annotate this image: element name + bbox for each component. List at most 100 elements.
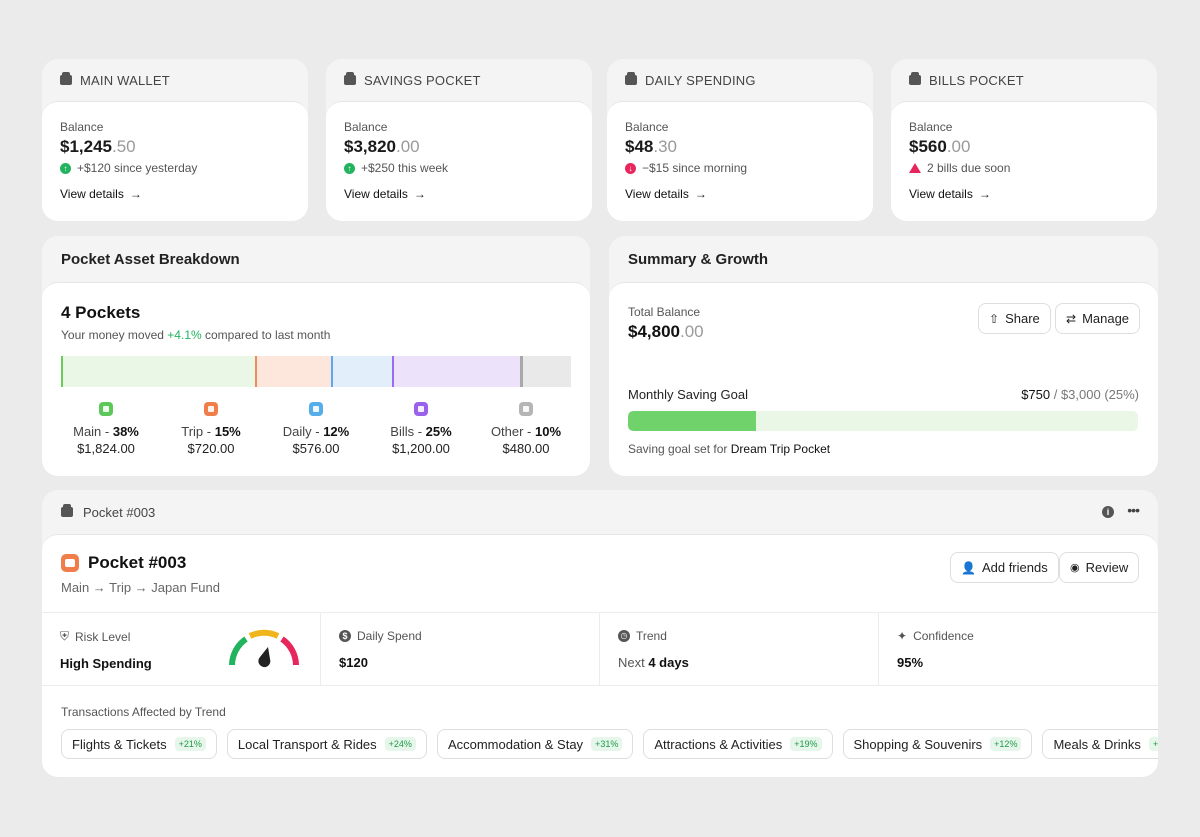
share-icon: ⇧	[989, 311, 1000, 326]
transaction-chip[interactable]: Attractions & Activities +19%	[643, 729, 833, 759]
legend-amount: $480.00	[502, 441, 550, 456]
legend-amount: $576.00	[292, 441, 340, 456]
trend-label: Trend	[636, 629, 667, 643]
legend-percent: 15%	[214, 424, 241, 439]
pocket-path: Main → Trip → Japan Fund	[61, 580, 220, 595]
transaction-chip-label: Local Transport & Rides	[237, 736, 377, 752]
transactions-label: Transactions Affected by Trend	[61, 705, 226, 719]
warning-icon	[909, 163, 921, 173]
legend-percent: 12%	[323, 424, 350, 439]
saving-goal-progress-track	[628, 411, 1138, 431]
add-friends-button[interactable]: 👤 Add friends	[950, 552, 1059, 583]
transaction-chip[interactable]: Accommodation & Stay +31%	[436, 729, 634, 759]
arrow-up-icon: ↑	[344, 162, 355, 174]
wallet-card-title: BILLS POCKET	[929, 72, 1024, 88]
gauge-high-arc	[280, 636, 299, 666]
info-icon[interactable]: i	[1102, 506, 1114, 518]
pocket-detail-header: Pocket #003 i •••	[42, 490, 1158, 534]
add-user-icon: 👤	[961, 560, 976, 575]
trend-value-prefix: Next	[618, 655, 649, 670]
balance-label: Balance	[344, 120, 388, 134]
arrow-right-icon: →	[413, 187, 426, 201]
wallet-card-body: Balance $1,245.50 ↑ +$120 since yesterday…	[42, 101, 308, 221]
wallet-card-header: MAIN WALLET	[42, 59, 308, 101]
view-details-link[interactable]: View details →	[625, 187, 855, 201]
manage-button[interactable]: ⇄ Manage	[1055, 303, 1141, 334]
transaction-chip-change: +24%	[384, 737, 416, 751]
daily-pocket-icon	[309, 402, 323, 416]
allocation-segment-main	[61, 356, 255, 387]
legend-name: Bills -	[390, 424, 426, 439]
arrow-right-icon: →	[978, 187, 991, 201]
balance-amount-cents: .50	[112, 137, 136, 156]
wallet-icon	[344, 72, 356, 85]
wallet-card-title: MAIN WALLET	[80, 72, 170, 88]
confidence-label: Confidence	[913, 629, 974, 643]
legend-name: Main -	[73, 424, 113, 439]
summary-growth-body: Total Balance $4,800.00 ⇧ Share ⇄ Manage M…	[609, 282, 1158, 476]
legend-percent: 10%	[535, 424, 562, 439]
legend-name: Trip -	[181, 424, 215, 439]
pocket-count: 4 Pockets	[61, 303, 141, 322]
trip-pocket-icon	[204, 402, 218, 416]
wallet-card-header: BILLS POCKET	[891, 59, 1157, 101]
review-button[interactable]: ◉ Review	[1059, 552, 1140, 583]
transactions-list: Flights & Tickets +21% Local Transport & R…	[61, 729, 1158, 759]
bills-pocket-icon	[414, 402, 428, 416]
asset-breakdown-body: 4 Pockets Your money moved +4.1% compare…	[42, 282, 590, 476]
money-moved-value: +4.1%	[167, 328, 202, 342]
sparkle-icon: ✦	[897, 629, 908, 643]
wallet-icon	[625, 72, 637, 85]
confidence-value: 95%	[897, 655, 924, 670]
main-pocket-icon	[99, 402, 113, 416]
legend-item-other: Other - 10% $480.00	[476, 402, 576, 456]
gauge-mid-arc	[248, 629, 280, 639]
transaction-chip-label: Attractions & Activities	[654, 736, 783, 752]
share-button[interactable]: ⇧ Share	[978, 303, 1051, 334]
more-options-icon[interactable]: •••	[1127, 502, 1140, 518]
risk-gauge	[229, 629, 299, 668]
metric-risk-level: ⛨ Risk Level High Spending	[42, 613, 321, 685]
legend-percent: 38%	[112, 424, 139, 439]
wallet-icon	[60, 72, 72, 85]
view-details-label: View details	[909, 187, 973, 201]
gauge-low-arc	[229, 636, 248, 666]
arrow-right-icon: →	[694, 187, 707, 201]
pocket-header-title: Pocket #003	[83, 504, 156, 520]
saving-goal-progress-fill	[628, 411, 756, 431]
balance-change: ↑ +$250 this week	[344, 161, 574, 175]
legend-name: Daily -	[282, 424, 324, 439]
wallet-card-title: SAVINGS POCKET	[364, 72, 481, 88]
transaction-chip[interactable]: Flights & Tickets +21%	[61, 729, 217, 759]
balance-amount: $3,820.00	[344, 137, 574, 157]
pocket-detail-card: Pocket #003 i ••• Pocket #003 Main → Tri…	[42, 490, 1158, 777]
allocation-segment-other	[519, 356, 571, 387]
transaction-chip-change: +31%	[591, 737, 623, 751]
balance-change-text: +$250 this week	[361, 161, 449, 175]
saving-goal-current: $750	[1021, 387, 1051, 402]
view-details-link[interactable]: View details →	[344, 187, 574, 201]
view-details-link[interactable]: View details →	[909, 187, 1139, 201]
transaction-chip-label: Accommodation & Stay	[447, 736, 584, 752]
view-details-label: View details	[60, 187, 124, 201]
transaction-chip[interactable]: Meals & Drinks +35%	[1042, 729, 1158, 759]
legend-name-percent: Daily - 12%	[266, 424, 366, 439]
transaction-chip-label: Shopping & Souvenirs	[853, 736, 983, 752]
pocket-name: Pocket #003	[88, 553, 187, 572]
legend-amount: $1,824.00	[77, 441, 135, 456]
allocation-segment-bills	[392, 356, 520, 387]
total-balance-main: $4,800	[628, 322, 680, 341]
risk-level-value: High Spending	[60, 656, 152, 671]
transaction-chip[interactable]: Local Transport & Rides +24%	[226, 729, 427, 759]
arrow-right-icon: →	[129, 187, 142, 201]
wallet-card-header: SAVINGS POCKET	[326, 59, 592, 101]
transaction-chip[interactable]: Shopping & Souvenirs +12%	[842, 729, 1033, 759]
money-moved-suffix: compared to last month	[201, 328, 331, 342]
view-details-link[interactable]: View details →	[60, 187, 290, 201]
balance-amount: $1,245.50	[60, 137, 290, 157]
balance-amount-main: $48	[625, 137, 654, 156]
view-details-label: View details	[625, 187, 689, 201]
dollar-icon: $	[339, 630, 351, 642]
saving-goal-value: $750 / $3,000 (25%)	[1021, 387, 1139, 402]
legend-item-bills: Bills - 25% $1,200.00	[371, 402, 471, 456]
